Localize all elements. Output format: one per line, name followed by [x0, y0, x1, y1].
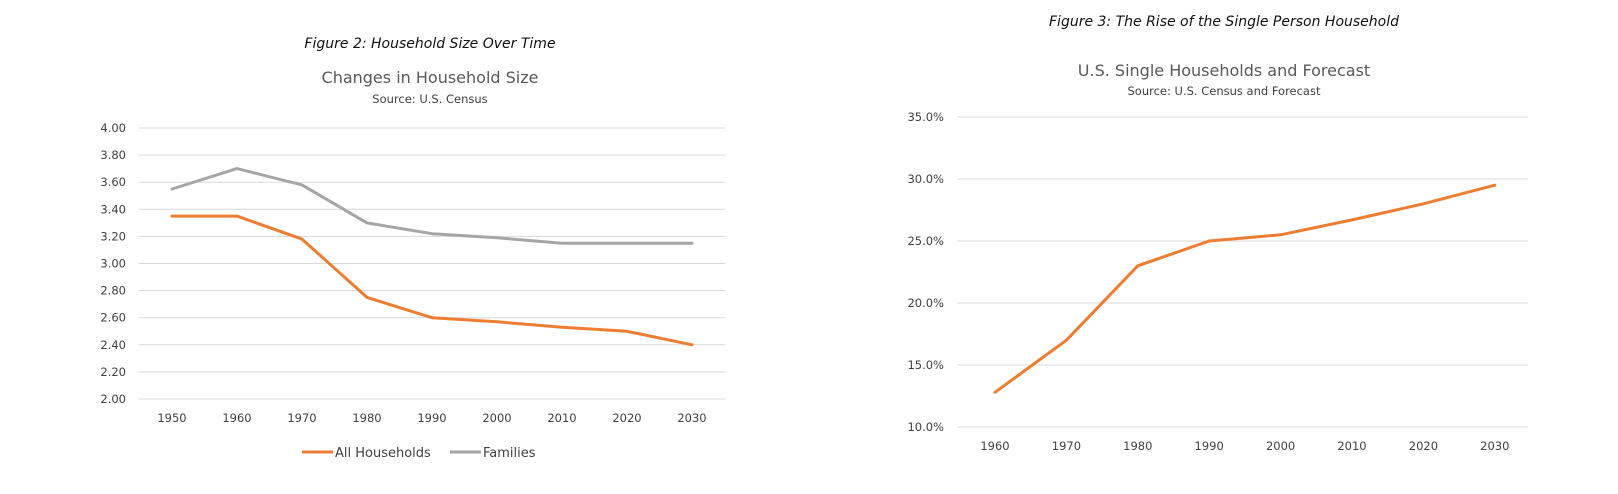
legend-label-families: Families	[483, 446, 536, 461]
y-tick-label: 3.00	[100, 257, 126, 271]
figure-3-caption: Figure 3: The Rise of the Single Person …	[1049, 14, 1399, 30]
x-tick-label: 1950	[157, 411, 186, 425]
figure-3-series	[993, 183, 1497, 394]
figure-3-gridlines	[957, 116, 1528, 428]
y-tick-label: 10.0%	[907, 420, 944, 434]
y-tick-label: 30.0%	[907, 172, 944, 186]
x-tick-label: 1990	[1195, 439, 1224, 453]
figure-3: Figure 3: The Rise of the Single Person …	[907, 14, 1528, 453]
figure-3-y-axis: 10.0% 15.0% 20.0% 25.0% 30.0% 35.0%	[907, 110, 944, 434]
figure-2: Figure 2: Household Size Over Time Chang…	[100, 36, 725, 461]
x-tick-label: 1970	[287, 411, 316, 425]
figure-3-subtitle: Source: U.S. Census and Forecast	[1128, 84, 1321, 98]
figure-2-x-axis: 1950 1960 1970 1980 1990 2000 2010 2020 2030	[157, 411, 706, 425]
x-tick-label: 1990	[417, 411, 446, 425]
x-tick-label: 2020	[1409, 439, 1438, 453]
x-tick-label: 1980	[1123, 439, 1152, 453]
x-tick-label: 2010	[547, 411, 576, 425]
y-tick-label: 35.0%	[907, 110, 944, 124]
y-tick-label: 2.80	[100, 284, 126, 298]
x-tick-label: 2010	[1337, 439, 1366, 453]
figure-2-title: Changes in Household Size	[322, 68, 539, 87]
series-line-families	[170, 167, 694, 245]
y-tick-label: 4.00	[100, 121, 126, 135]
y-tick-label: 2.20	[100, 365, 126, 379]
x-tick-label: 1960	[980, 439, 1009, 453]
figure-2-caption: Figure 2: Household Size Over Time	[304, 36, 555, 52]
figure-3-x-axis: 1960 1970 1980 1990 2000 2010 2020 2030	[980, 439, 1509, 453]
y-tick-label: 2.40	[100, 338, 126, 352]
y-tick-label: 25.0%	[907, 234, 944, 248]
y-tick-label: 3.20	[100, 229, 126, 243]
y-tick-label: 20.0%	[907, 296, 944, 310]
x-tick-label: 2000	[1266, 439, 1295, 453]
x-tick-label: 1960	[222, 411, 251, 425]
x-tick-label: 1970	[1052, 439, 1081, 453]
series-line-series-1	[993, 183, 1497, 394]
y-tick-label: 3.80	[100, 148, 126, 162]
x-tick-label: 2020	[612, 411, 641, 425]
figure-2-gridlines	[139, 127, 725, 400]
x-tick-label: 2030	[677, 411, 706, 425]
figure-2-y-axis: 2.00 2.20 2.40 2.60 2.80 3.00 3.20 3.40 3.60 3.80…	[100, 121, 126, 406]
y-tick-label: 15.0%	[907, 358, 944, 372]
figure-3-title: U.S. Single Households and Forecast	[1078, 61, 1370, 80]
legend-label-all-households: All Households	[335, 446, 431, 461]
figure-2-subtitle: Source: U.S. Census	[372, 92, 487, 106]
y-tick-label: 3.60	[100, 175, 126, 189]
y-tick-label: 2.00	[100, 392, 126, 406]
x-tick-label: 2030	[1480, 439, 1509, 453]
figure-2-legend: All Households Families	[302, 446, 536, 461]
x-tick-label: 2000	[482, 411, 511, 425]
y-tick-label: 2.60	[100, 311, 126, 325]
figure-2-series	[170, 167, 694, 347]
y-tick-label: 3.40	[100, 202, 126, 216]
series-line-all-households	[170, 214, 694, 347]
x-tick-label: 1980	[352, 411, 381, 425]
